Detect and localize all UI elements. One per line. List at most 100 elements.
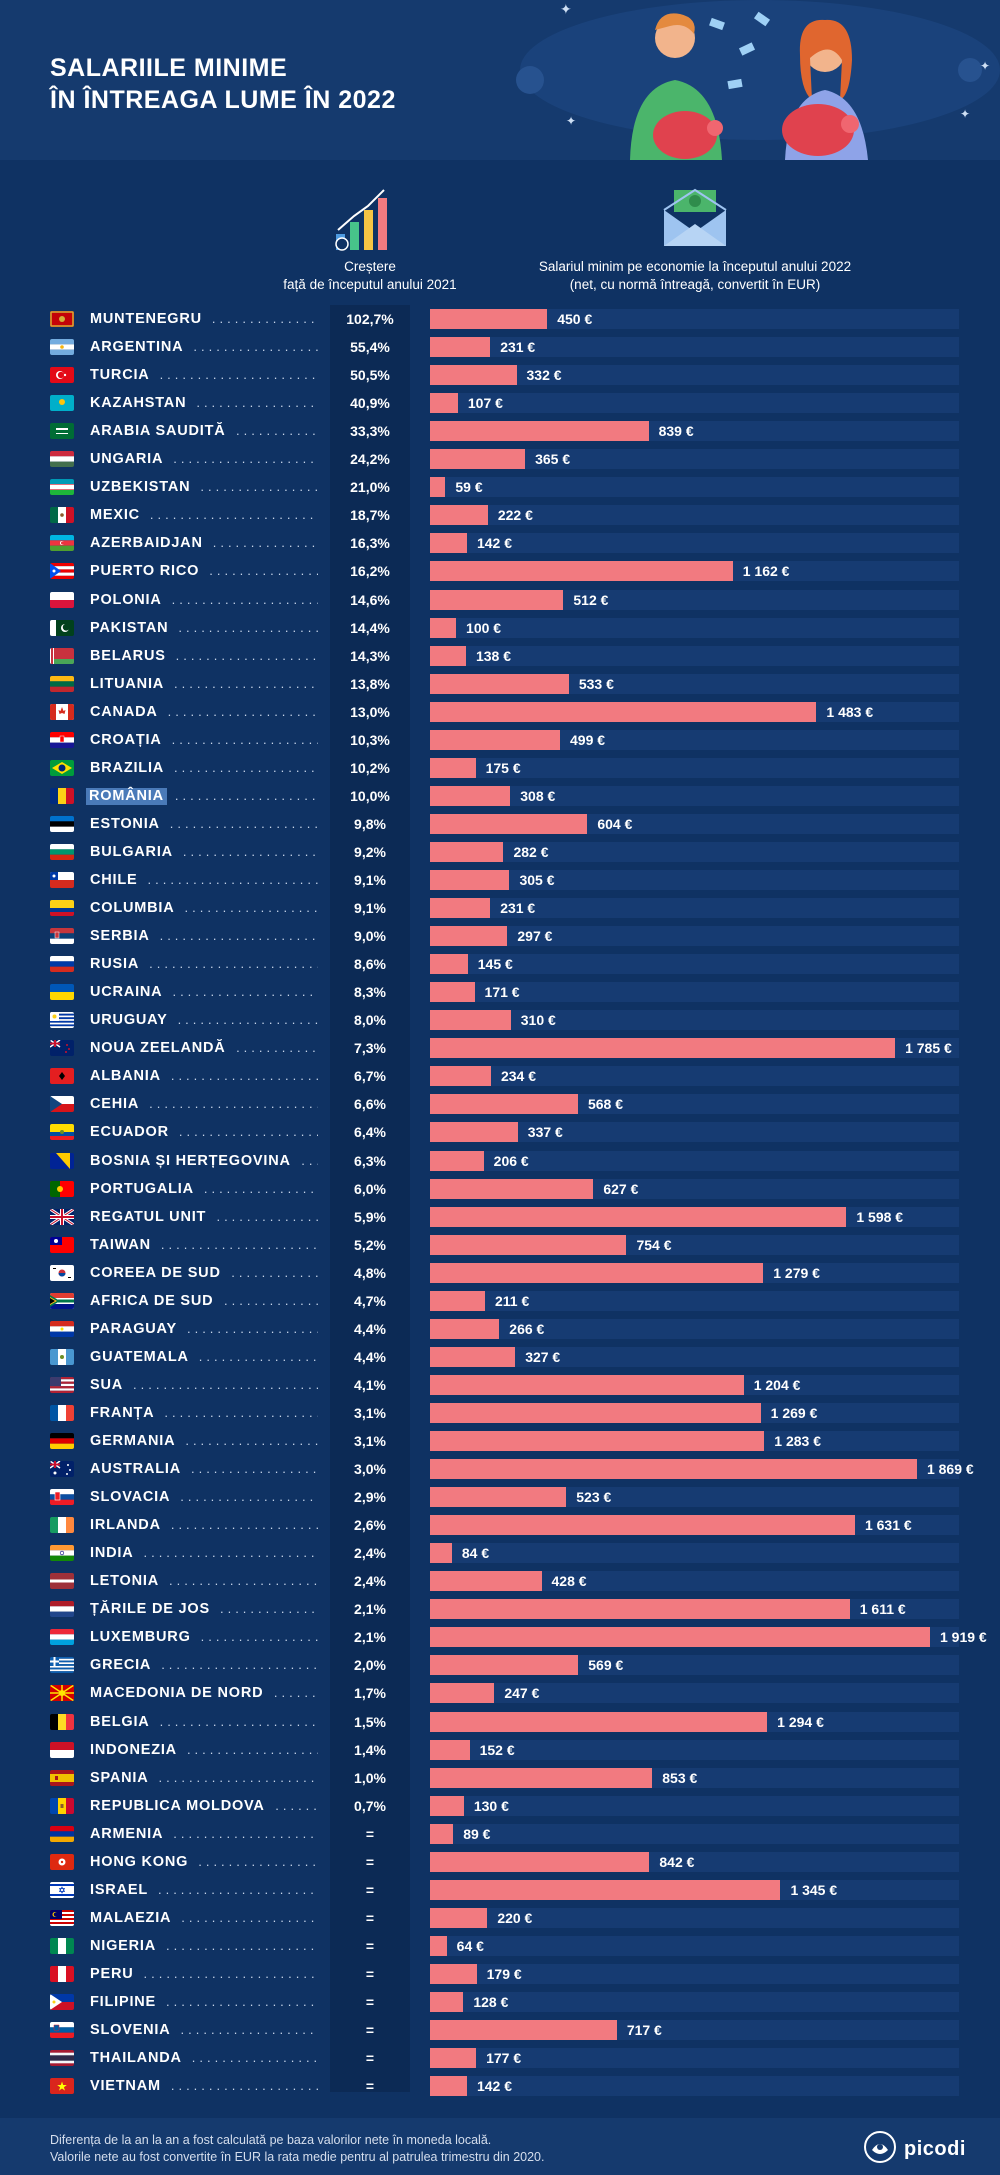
table-row: COREEA DE SUD...........................… — [0, 1261, 1000, 1285]
salary-value-label: 179 € — [486, 1965, 522, 1982]
country-label: PERU — [90, 1965, 134, 1982]
salary-bar — [430, 926, 508, 947]
table-row: MACEDONIA DE NORD.......................… — [0, 1681, 1000, 1705]
bulgaria-flag — [50, 843, 74, 860]
leader-dots: ........................................… — [164, 1404, 318, 1420]
growth-value: 3,1% — [354, 1404, 386, 1421]
salary-value-label: 231 € — [500, 900, 536, 917]
growth-value: 2,4% — [354, 1573, 386, 1590]
table-row: ISRAEL..................................… — [0, 1878, 1000, 1902]
leader-dots: ........................................… — [223, 1292, 318, 1308]
growth-value: 6,3% — [354, 1152, 386, 1169]
leader-dots: ........................................… — [180, 1489, 318, 1505]
growth-value: 1,4% — [354, 1741, 386, 1758]
russia-flag — [50, 956, 74, 973]
growth-value: 2,0% — [354, 1657, 386, 1674]
table-row: PERU....................................… — [0, 1962, 1000, 1986]
salary-bar — [430, 1571, 542, 1592]
country-label: PUERTO RICO — [90, 563, 200, 580]
piggy-bank-icon — [653, 111, 723, 159]
table-row: BELARUS.................................… — [0, 644, 1000, 668]
croatia-flag — [50, 731, 74, 748]
salary-bar — [430, 1234, 627, 1255]
salary-value-label: 266 € — [509, 1320, 545, 1337]
salary-bar — [430, 1963, 477, 1984]
salary-bar — [430, 1879, 781, 1900]
footnote-1: Diferența de la an la an a fost calculat… — [50, 2133, 492, 2147]
uzbekistan-flag — [50, 479, 74, 496]
bar-track — [430, 785, 959, 806]
country-label: SUA — [90, 1376, 124, 1393]
table-row: LITUANIA................................… — [0, 672, 1000, 696]
growth-value: 6,7% — [354, 1068, 386, 1085]
bar-track — [430, 841, 959, 862]
salary-bar — [430, 757, 476, 778]
leader-dots: ........................................… — [231, 1264, 318, 1280]
country-label: TAIWAN — [90, 1236, 151, 1253]
country-label: LITUANIA — [90, 675, 165, 692]
bar-track — [430, 1795, 959, 1816]
country-label: PARAGUAY — [90, 1320, 177, 1337]
leader-dots: ........................................… — [158, 1769, 318, 1785]
salary-value-label: 327 € — [525, 1348, 561, 1365]
growth-value: 24,2% — [350, 451, 390, 468]
salary-bar — [430, 1515, 855, 1536]
table-row: PAKISTAN................................… — [0, 616, 1000, 640]
leader-dots: ........................................… — [177, 1012, 318, 1028]
vietnam-flag — [50, 2078, 74, 2095]
bar-track — [430, 645, 959, 666]
growth-value: 4,8% — [354, 1264, 386, 1281]
table-row: ECUADOR.................................… — [0, 1120, 1000, 1144]
salary-bar — [430, 533, 467, 554]
salary-value-label: 337 € — [527, 1124, 563, 1141]
bar-track — [430, 1907, 959, 1928]
table-row: CHILE...................................… — [0, 868, 1000, 892]
coin-icon — [516, 66, 544, 94]
growth-value: 2,1% — [354, 1601, 386, 1618]
salary-bar — [430, 365, 517, 386]
salary-value-label: 1 279 € — [773, 1264, 820, 1281]
bar-track — [430, 477, 959, 498]
azerbaijan-flag — [50, 535, 74, 552]
leader-dots: ........................................… — [191, 2050, 318, 2066]
bar-track — [430, 1122, 959, 1143]
kazakhstan-flag — [50, 395, 74, 412]
footer: Diferența de la an la an a fost calculat… — [0, 2118, 1000, 2175]
salary-bar — [430, 729, 561, 750]
growth-column-background — [330, 305, 410, 2092]
country-label: KAZAHSTAN — [90, 395, 187, 412]
country-label: MALAEZIA — [90, 1909, 172, 1926]
salary-value-label: 1 483 € — [826, 703, 874, 720]
leader-dots: ........................................… — [174, 675, 318, 691]
leader-dots: ........................................… — [143, 1545, 318, 1561]
country-label: ARGENTINA — [90, 339, 184, 356]
bar-track — [430, 1963, 959, 1984]
table-row: KAZAHSTAN...............................… — [0, 391, 1000, 415]
country-label: ARABIA SAUDITĂ — [90, 423, 226, 440]
country-label: CROAȚIA — [90, 731, 162, 748]
salary-value-label: 100 € — [466, 619, 502, 636]
salary-bar — [430, 1122, 518, 1143]
growth-value: 9,8% — [354, 815, 386, 832]
salary-value-label: 142 € — [476, 2078, 513, 2095]
table-row: COLUMBIA................................… — [0, 896, 1000, 920]
growth-value: 4,7% — [354, 1292, 386, 1309]
country-label: GUATEMALA — [90, 1348, 189, 1365]
salary-value-label: 1 611 € — [859, 1601, 906, 1618]
piggy-bank-icon — [782, 104, 859, 156]
salary-value-label: 450 € — [557, 311, 593, 327]
growth-value: 4,1% — [354, 1376, 386, 1393]
leader-dots: ........................................… — [200, 1629, 318, 1645]
bar-track — [430, 2076, 959, 2097]
belgium-flag — [50, 1713, 74, 1730]
leader-dots: ........................................… — [236, 1040, 318, 1056]
salary-value-label: 234 € — [500, 1068, 537, 1085]
bar-track — [430, 1318, 959, 1339]
growth-value: 2,9% — [354, 1489, 386, 1506]
salary-bar — [430, 589, 564, 610]
country-label: FRANȚA — [90, 1404, 155, 1421]
table-row: BRAZILIA................................… — [0, 756, 1000, 780]
table-row: URUGUAY.................................… — [0, 1008, 1000, 1032]
salary-value-label: 152 € — [479, 1741, 515, 1758]
